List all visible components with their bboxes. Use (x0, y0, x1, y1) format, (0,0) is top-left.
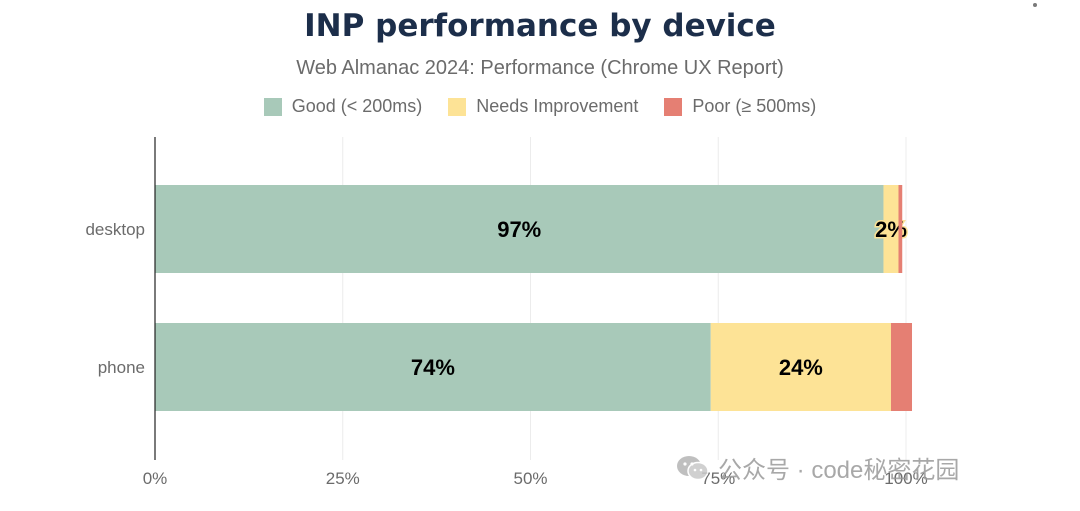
data-label-phone-needs: 24% (779, 355, 823, 380)
bar-desktop-needs (883, 185, 899, 273)
legend: Good (< 200ms) Needs Improvement Poor (≥… (0, 96, 1080, 117)
category-label-desktop: desktop (85, 220, 145, 239)
legend-swatch-poor (664, 97, 683, 116)
legend-label-good: Good (< 200ms) (291, 96, 423, 116)
legend-swatch-good (263, 97, 282, 116)
x-tick-label-75: 75% (701, 469, 735, 488)
x-tick-label-0: 0% (143, 469, 168, 488)
menu-dot-icon[interactable] (1033, 3, 1037, 7)
legend-swatch-needs-improvement (448, 97, 467, 116)
wechat-icon (677, 455, 709, 480)
chart-title: INP performance by device (304, 8, 776, 44)
legend-label-poor: Poor (≥ 500ms) (692, 96, 817, 116)
bar-desktop-poor (898, 185, 903, 273)
x-tick-label-25: 25% (326, 469, 360, 488)
watermark-text: 公众号 · code秘密花园 (718, 457, 960, 484)
bar-phone-needs (710, 323, 891, 411)
chart-subtitle: Web Almanac 2024: Performance (Chrome UX… (296, 57, 784, 79)
x-tick-label-50: 50% (513, 469, 547, 488)
data-label-phone-good: 74% (411, 355, 455, 380)
category-label-phone: phone (98, 358, 145, 377)
bar-phone-poor (890, 323, 913, 411)
bar-phone-good (155, 323, 711, 411)
legend-label-needs-improvement: Needs Improvement (476, 96, 639, 116)
x-tick-label-100: 100% (884, 469, 927, 488)
data-label-desktop-good: 97% (497, 217, 541, 242)
watermark: 公众号 · code秘密花园 (676, 450, 959, 485)
legend-item-poor[interactable]: Poor (≥ 500ms) (664, 96, 816, 117)
bar-desktop-good (155, 185, 884, 273)
legend-item-good[interactable]: Good (< 200ms) (263, 96, 423, 117)
legend-item-needs-improvement[interactable]: Needs Improvement (448, 96, 638, 117)
